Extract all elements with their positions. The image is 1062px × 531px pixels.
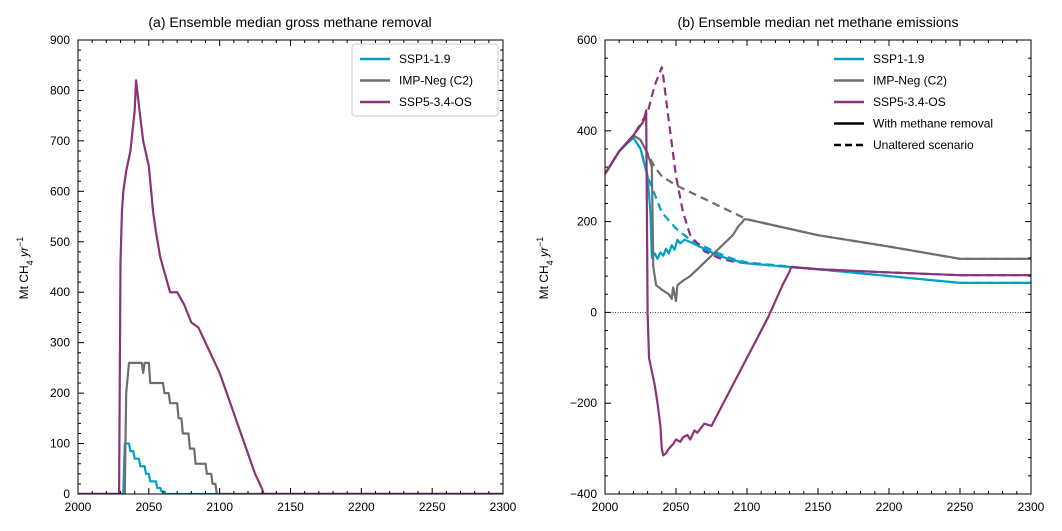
panel-a-legend: SSP1-1.9 IMP-Neg (C2) SSP5-3.4-OS — [351, 43, 499, 117]
panel-b-xtick-label: 2050 — [663, 500, 690, 514]
panel-b-xtick-label: 2200 — [876, 500, 903, 514]
panel-b: (b) Ensemble median net methane emission… — [535, 14, 1045, 514]
panel-b-legend-label: IMP-Neg (C2) — [873, 74, 947, 88]
panel-b-series-line-4 — [605, 134, 1031, 303]
panel-b-legend-label: Unaltered scenario — [873, 138, 974, 152]
panel-b-series-line-1 — [605, 134, 1031, 260]
panel-a-xtick-label: 2000 — [65, 500, 92, 514]
panel-a-xtick-label: 2150 — [277, 500, 304, 514]
panel-b-ytick-label: 0 — [590, 305, 597, 319]
panel-b-ytick-label: −200 — [570, 396, 597, 410]
panel-b-xtick-label: 2300 — [1018, 500, 1045, 514]
panel-b-axes-frame — [604, 39, 1032, 495]
panel-b-series-group — [605, 66, 1031, 457]
panel-a-legend-label: IMP-Neg (C2) — [399, 74, 473, 88]
panel-b-series-line-0 — [605, 136, 1031, 284]
panel-b-ytick-label: 200 — [577, 215, 597, 229]
panel-b-ylabel: Mt CH4 yr−1 — [535, 237, 555, 300]
panel-b-xtick-label: 2250 — [947, 500, 974, 514]
panel-a-ytick-label: 500 — [50, 235, 70, 249]
panel-b-legend-label: With methane removal — [873, 117, 993, 131]
panel-a-ytick-label: 0 — [63, 487, 70, 501]
panel-a-ytick-label: 800 — [50, 83, 70, 97]
panel-b-series-line-5 — [605, 109, 1031, 457]
panel-a-legend-label: SSP1-1.9 — [399, 52, 451, 66]
panel-b-legend-label: SSP1-1.9 — [873, 52, 925, 66]
panel-a-ylabel: Mt CH4 yr−1 — [15, 237, 35, 300]
panel-a-xtick-label: 2050 — [135, 500, 162, 514]
panel-a-ytick-label: 100 — [50, 437, 70, 451]
panel-a-xtick-label: 2200 — [348, 500, 375, 514]
panel-b-legend: SSP1-1.9 IMP-Neg (C2) SSP5-3.4-OS With meth… — [834, 52, 993, 152]
panel-a-xtick-label: 2300 — [490, 500, 517, 514]
panel-b-xtick-label: 2150 — [805, 500, 832, 514]
panel-b-ytick-label: −400 — [570, 487, 597, 501]
panel-a-legend-label: SSP5-3.4-OS — [399, 95, 472, 109]
panel-a-series-line-1 — [78, 361, 503, 494]
panel-a-series-line-0 — [78, 442, 503, 494]
panel-a-series-group — [78, 79, 503, 494]
panel-b-ytick-label: 400 — [577, 124, 597, 138]
panel-a-ytick-label: 900 — [50, 33, 70, 47]
panel-b-ytick-label: 600 — [577, 33, 597, 47]
panel-a-ytick-label: 700 — [50, 134, 70, 148]
panel-a-xtick-label: 2250 — [419, 500, 446, 514]
panel-b-series-line-3 — [605, 136, 1031, 284]
panel-b-xtick-label: 2000 — [592, 500, 619, 514]
panel-a-xtick-label: 2100 — [206, 500, 233, 514]
panel-a-ytick-label: 400 — [50, 285, 70, 299]
panel-b-series-line-2 — [605, 66, 1031, 277]
panel-a-ytick-label: 300 — [50, 336, 70, 350]
panel-a-legend-box — [351, 43, 499, 117]
panel-a-series-line-2 — [78, 79, 503, 494]
panel-a: (a) Ensemble median gross methane remova… — [15, 14, 517, 514]
panel-b-title: (b) Ensemble median net methane emission… — [678, 14, 959, 30]
panel-a-ytick-label: 200 — [50, 386, 70, 400]
panel-a-title: (a) Ensemble median gross methane remova… — [148, 14, 431, 30]
panel-b-xtick-label: 2100 — [734, 500, 761, 514]
panel-b-legend-label: SSP5-3.4-OS — [873, 95, 946, 109]
panel-a-ytick-label: 600 — [50, 184, 70, 198]
